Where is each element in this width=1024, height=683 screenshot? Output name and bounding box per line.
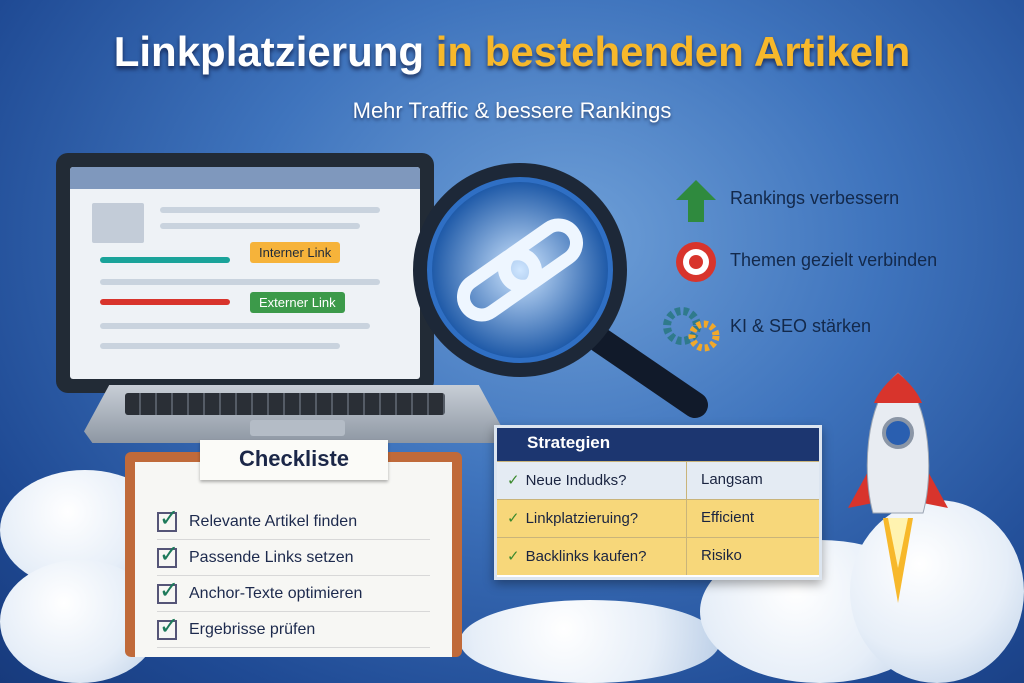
- cloud: [850, 500, 1024, 683]
- external-link-line: [100, 299, 230, 305]
- internal-link-line: [100, 257, 230, 263]
- table-row: ✓ Neue Indudks? Langsam: [497, 461, 819, 499]
- checklist-item: ✓ Relevante Artikel finden: [157, 504, 430, 540]
- laptop-screen: Interner Link Externer Link: [56, 153, 434, 393]
- checklist-clipboard: ✓ Relevante Artikel finden ✓ Passende Link…: [125, 452, 462, 657]
- arrow-up-icon: [676, 180, 716, 222]
- internal-link-tag: Interner Link: [250, 242, 341, 263]
- checklist-item: ✓ Ergebrisse prüfen: [157, 612, 430, 648]
- magnifier-link-icon: [413, 163, 708, 418]
- gears-icon: [663, 307, 720, 352]
- checkbox-checked-icon: ✓: [157, 576, 180, 604]
- check-icon: ✓: [507, 472, 520, 489]
- rocket-icon: [848, 372, 948, 603]
- external-link-tag: Externer Link: [250, 292, 345, 313]
- checklist-item: ✓ Anchor-Texte optimieren: [157, 576, 430, 612]
- checklist-title: Checkliste: [200, 440, 388, 480]
- cloud: [460, 600, 720, 683]
- benefit-item: KI & SEO stärken: [730, 316, 872, 336]
- table-row: ✓ Backlinks kaufen? Risiko: [497, 537, 819, 575]
- target-icon: [676, 242, 716, 282]
- page-title: Linkplatzierung in bestehenden Artikeln: [113, 28, 911, 75]
- benefit-item: Rankings verbessern: [730, 188, 900, 208]
- checkbox-checked-icon: ✓: [157, 540, 180, 568]
- check-icon: ✓: [507, 510, 520, 527]
- strategies-title: Strategien: [497, 428, 819, 461]
- strategies-table: Strategien ✓ Neue Indudks? Langsam ✓ Linkpl…: [494, 425, 822, 580]
- benefit-item: Themen gezielt verbinden: [730, 250, 938, 270]
- checkbox-checked-icon: ✓: [157, 504, 180, 532]
- table-row: ✓ Linkplatzieruing? Efficient: [497, 499, 819, 537]
- checklist-item: ✓ Passende Links setzen: [157, 540, 430, 576]
- touchpad: [250, 420, 345, 436]
- check-icon: ✓: [507, 548, 520, 565]
- keyboard: [125, 393, 445, 415]
- subtitle: Mehr Traffic & bessere Rankings: [352, 98, 672, 123]
- checkbox-checked-icon: ✓: [157, 612, 180, 640]
